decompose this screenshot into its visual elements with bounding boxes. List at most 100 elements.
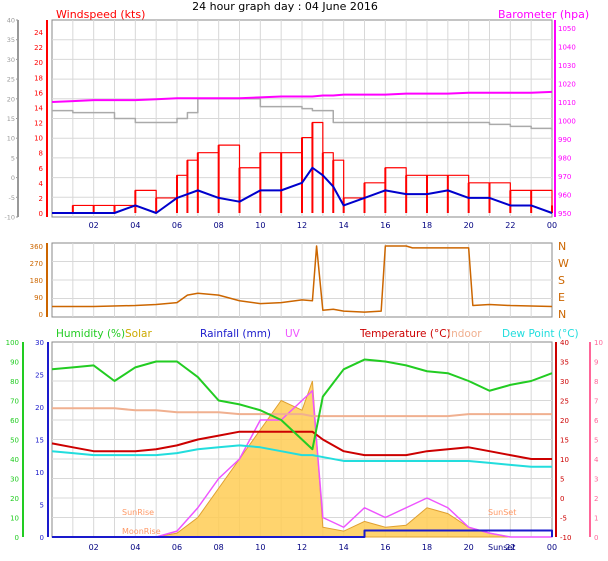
dir-tick-label: 360 bbox=[30, 243, 43, 251]
rain-tick-label: 10 bbox=[35, 469, 44, 477]
humidity-tick-label: 20 bbox=[10, 495, 19, 503]
wind-x-tick-label: 20 bbox=[464, 221, 474, 230]
wind-kts-tick-label: 24 bbox=[34, 29, 43, 37]
wind-outer-left-tick-label: 25 bbox=[7, 76, 15, 84]
temp-panel-legend-label: Temperature (°C) bbox=[359, 328, 451, 340]
uv-tick-label: 7 bbox=[594, 398, 598, 406]
rain-tick-label: 0 bbox=[40, 534, 44, 542]
temp-tick-label: 40 bbox=[560, 339, 569, 347]
temperature-line bbox=[51, 430, 552, 460]
barometer-axis-title: Barometer (hpa) bbox=[498, 8, 589, 21]
baro-tick-label: 1020 bbox=[558, 81, 576, 89]
humidity-tick-label: 30 bbox=[10, 476, 19, 484]
rain-tick-label: 15 bbox=[35, 437, 44, 445]
temp-x-tick-label: 06 bbox=[172, 543, 182, 552]
uv-tick-label: 6 bbox=[594, 417, 599, 425]
temp-tick-label: 10 bbox=[560, 456, 569, 464]
wind-kts-tick-label: 4 bbox=[39, 180, 44, 188]
temp-tick-label: 35 bbox=[560, 359, 569, 367]
temp-panel-legend-label: UV bbox=[285, 328, 301, 340]
temp-tick-label: 0 bbox=[560, 495, 564, 503]
wind-x-tick-label: 16 bbox=[380, 221, 390, 230]
wind-kts-tick-label: 22 bbox=[34, 44, 43, 52]
baro-tick-label: 1000 bbox=[558, 118, 576, 126]
wind-kts-tick-label: 10 bbox=[34, 135, 43, 143]
wind-outer-left-tick-label: -10 bbox=[4, 214, 15, 222]
wind-kts-tick-label: 12 bbox=[34, 120, 43, 128]
uv-tick-label: 5 bbox=[594, 437, 598, 445]
temp-annotation-label: SunRise bbox=[122, 508, 154, 517]
wind-x-tick-label: 10 bbox=[255, 221, 265, 230]
wind-x-tick-label: 08 bbox=[214, 221, 224, 230]
wind-outer-left-tick-label: 40 bbox=[7, 17, 15, 25]
wind-x-tick-label: 22 bbox=[505, 221, 515, 230]
temp-annotation-label: Sunset bbox=[488, 543, 515, 552]
rain-tick-label: 20 bbox=[35, 404, 44, 412]
baro-tick-label: 960 bbox=[558, 192, 571, 200]
temp-x-tick-label: 14 bbox=[339, 543, 349, 552]
wind-x-tick-label: 02 bbox=[89, 221, 99, 230]
wind-outer-left-tick-label: 35 bbox=[7, 36, 15, 44]
temp-panel-legend-label: Solar bbox=[125, 328, 152, 340]
humidity-tick-label: 90 bbox=[10, 359, 19, 367]
temp-panel-legend-label: Dew Point (°C) bbox=[502, 328, 579, 340]
wind-outer-left-tick-label: 20 bbox=[7, 95, 15, 103]
wind-outer-left-tick-label: 0 bbox=[11, 174, 15, 182]
humidity-tick-label: 60 bbox=[10, 417, 19, 425]
uv-tick-label: 10 bbox=[594, 339, 603, 347]
temp-x-tick-label: 20 bbox=[464, 543, 474, 552]
baro-tick-label: 1030 bbox=[558, 62, 576, 70]
uv-tick-label: 0 bbox=[594, 534, 598, 542]
wind-kts-tick-label: 0 bbox=[39, 210, 43, 218]
temp-x-tick-label: 10 bbox=[255, 543, 265, 552]
temp-x-tick-label: 18 bbox=[422, 543, 432, 552]
wind-kts-tick-label: 8 bbox=[39, 150, 43, 158]
temperature-panel: 0102030405060708090100051015202530-10-50… bbox=[6, 328, 603, 552]
temp-x-tick-label: 08 bbox=[214, 543, 224, 552]
wind-outer-left-tick-label: 15 bbox=[7, 115, 15, 123]
wind-outer-left-tick-label: -5 bbox=[9, 194, 15, 202]
humidity-tick-label: 10 bbox=[10, 515, 19, 523]
temp-x-tick-label: 12 bbox=[297, 543, 307, 552]
wind-gust-line bbox=[52, 121, 553, 214]
rain-tick-label: 25 bbox=[35, 372, 44, 380]
temp-tick-label: 30 bbox=[560, 378, 569, 386]
rainfall-line bbox=[52, 529, 553, 538]
wind-panel: -10-505101520253035400246810121416182022… bbox=[4, 8, 589, 230]
uv-tick-label: 1 bbox=[594, 515, 598, 523]
wind-x-tick-label: 18 bbox=[422, 221, 432, 230]
temp-annotation-label: MoonRise bbox=[122, 527, 161, 536]
humidity-tick-label: 0 bbox=[15, 534, 19, 542]
wind-x-tick-label: 12 bbox=[297, 221, 307, 230]
baro-tick-label: 980 bbox=[558, 155, 571, 163]
wind-direction-line bbox=[52, 245, 553, 313]
uv-tick-label: 8 bbox=[594, 378, 598, 386]
temp-x-tick-label: 16 bbox=[380, 543, 390, 552]
baro-tick-label: 1040 bbox=[558, 44, 576, 52]
temp-tick-label: 15 bbox=[560, 437, 569, 445]
temp-tick-label: -5 bbox=[560, 515, 567, 523]
temp-tick-label: 25 bbox=[560, 398, 569, 406]
temp-tick-label: 5 bbox=[560, 476, 564, 484]
temp-x-tick-label: 00 bbox=[547, 543, 557, 552]
dir-tick-label: 0 bbox=[39, 311, 43, 319]
humidity-tick-label: 40 bbox=[10, 456, 19, 464]
humidity-tick-label: 70 bbox=[10, 398, 19, 406]
wind-kts-tick-label: 2 bbox=[39, 195, 43, 203]
temp-annotation-label: SunSet bbox=[488, 508, 516, 517]
wind-outer-left-tick-label: 10 bbox=[7, 135, 15, 143]
temp-tick-label: -10 bbox=[560, 534, 571, 542]
uv-tick-label: 3 bbox=[594, 476, 598, 484]
temp-x-tick-label: 04 bbox=[130, 543, 140, 552]
temp-panel-legend-label: Rainfall (mm) bbox=[200, 328, 271, 340]
temp-tick-label: 20 bbox=[560, 417, 569, 425]
dir-compass-label: S bbox=[558, 274, 565, 287]
dir-compass-label: N bbox=[558, 240, 566, 253]
baro-tick-label: 1050 bbox=[558, 25, 576, 33]
wind-kts-tick-label: 6 bbox=[39, 165, 44, 173]
temp-x-tick-label: 22 bbox=[505, 543, 515, 552]
dir-tick-label: 90 bbox=[34, 294, 43, 302]
barometer-line bbox=[51, 90, 553, 103]
